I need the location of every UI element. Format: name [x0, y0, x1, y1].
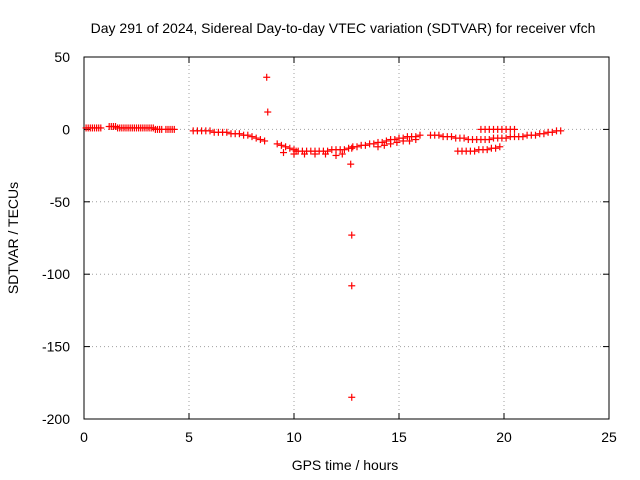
data-point: [340, 146, 348, 154]
data-point: [353, 143, 361, 151]
data-point: [416, 131, 424, 139]
data-point: [483, 146, 491, 154]
x-tick-label: 0: [80, 429, 88, 445]
data-point: [492, 144, 500, 152]
data-point: [412, 136, 420, 144]
data-point: [244, 131, 252, 139]
data-point: [322, 150, 329, 158]
data-point: [511, 125, 518, 133]
data-point: [261, 137, 269, 145]
data-point: [348, 144, 356, 152]
y-tick-label: -200: [42, 411, 70, 427]
x-tick-label: 20: [496, 429, 512, 445]
y-tick-label: 0: [62, 121, 70, 137]
data-point: [382, 137, 390, 145]
data-point: [248, 133, 256, 141]
data-point: [338, 150, 346, 158]
data-point: [348, 393, 356, 401]
y-tick-label: -150: [42, 339, 70, 355]
data-point: [290, 150, 298, 158]
data-point-layer: [82, 73, 565, 401]
data-point: [280, 149, 287, 157]
data-point: [557, 127, 565, 135]
x-tick-label: 10: [286, 429, 302, 445]
data-point: [282, 143, 290, 151]
data-point: [347, 160, 355, 168]
data-point: [548, 128, 556, 136]
data-point: [170, 125, 178, 133]
data-point: [399, 137, 407, 145]
data-point: [485, 136, 493, 144]
y-axis-label: SDTVAR / TECUs: [5, 182, 21, 294]
x-tick-label: 25: [601, 429, 617, 445]
data-point: [532, 131, 539, 139]
y-tick-label: -100: [42, 266, 70, 282]
data-point: [97, 124, 105, 132]
data-point: [361, 141, 369, 149]
data-point: [206, 127, 214, 135]
data-point: [370, 140, 378, 148]
data-point: [286, 144, 294, 152]
data-point: [348, 231, 356, 239]
data-point: [374, 143, 382, 151]
data-point: [540, 130, 548, 138]
data-point: [263, 73, 271, 81]
x-tick-label: 5: [185, 429, 193, 445]
grid-layer: [84, 57, 609, 419]
data-point: [435, 131, 443, 139]
plot-area-frame: [83, 56, 610, 420]
data-point: [301, 150, 308, 158]
data-point: [264, 108, 272, 116]
data-point: [256, 136, 264, 144]
data-point: [252, 134, 260, 142]
data-point: [519, 133, 527, 141]
data-point: [311, 150, 319, 158]
data-point: [380, 141, 388, 149]
tick-layer: 0 5 10 15 20 25 -200 -150 -100 -50 0 50: [42, 49, 617, 445]
data-point: [235, 130, 243, 138]
x-tick-label: 15: [391, 429, 407, 445]
data-point: [502, 134, 510, 142]
chart-title: Day 291 of 2024, Sidereal Day-to-day VTE…: [91, 20, 596, 36]
data-point: [460, 134, 468, 142]
data-point: [448, 133, 455, 141]
data-point: [223, 128, 231, 136]
y-tick-label: 50: [54, 49, 70, 65]
data-point: [273, 140, 281, 148]
data-point: [387, 140, 395, 148]
data-point: [277, 141, 285, 149]
data-point: [406, 137, 413, 145]
data-point: [496, 143, 504, 151]
data-point: [348, 282, 356, 290]
data-point: [393, 138, 401, 146]
y-tick-label: -50: [50, 194, 70, 210]
data-point: [471, 147, 479, 155]
x-axis-label: GPS time / hours: [292, 457, 399, 473]
data-point: [332, 151, 340, 159]
